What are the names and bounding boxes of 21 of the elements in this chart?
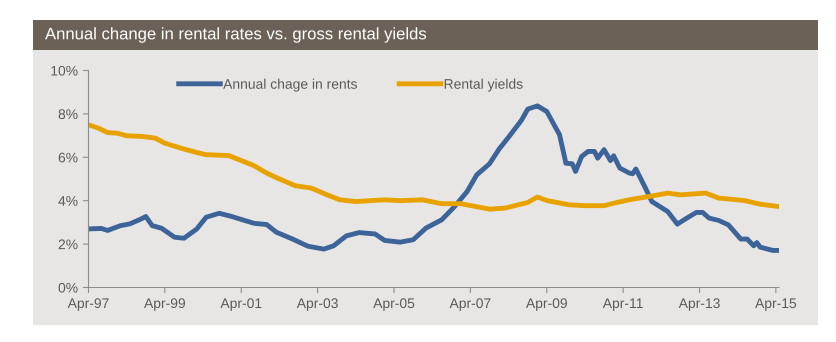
x-tick-label: Apr-05	[373, 298, 414, 311]
x-tick-label: Apr-15	[755, 298, 796, 311]
x-tick-label: Apr-01	[220, 298, 262, 311]
x-tick-label: Apr-97	[68, 298, 109, 311]
y-tick-label: 2%	[58, 239, 78, 250]
x-tick-label: Apr-99	[144, 298, 186, 311]
y-tick-label: 0%	[58, 282, 78, 293]
y-tick-label: 6%	[58, 152, 78, 162]
y-tick-label: 10%	[51, 66, 78, 76]
chart-title: Annual change in rental rates vs. gross rental yields	[45, 27, 426, 43]
y-tick-label: 8%	[58, 109, 78, 120]
y-tick-label: 4%	[58, 196, 78, 206]
legend-label: Annual chage in rents	[223, 78, 357, 92]
x-tick-label: Apr-09	[526, 298, 567, 311]
line-series	[88, 103, 779, 253]
legend-label: Rental yields	[444, 78, 523, 92]
x-tick-label: Apr-11	[602, 298, 643, 311]
x-tick-label: Apr-03	[296, 298, 338, 311]
x-tick-label: Apr-13	[678, 298, 720, 311]
x-tick-label: Apr-07	[450, 298, 490, 311]
line-series	[88, 122, 779, 212]
